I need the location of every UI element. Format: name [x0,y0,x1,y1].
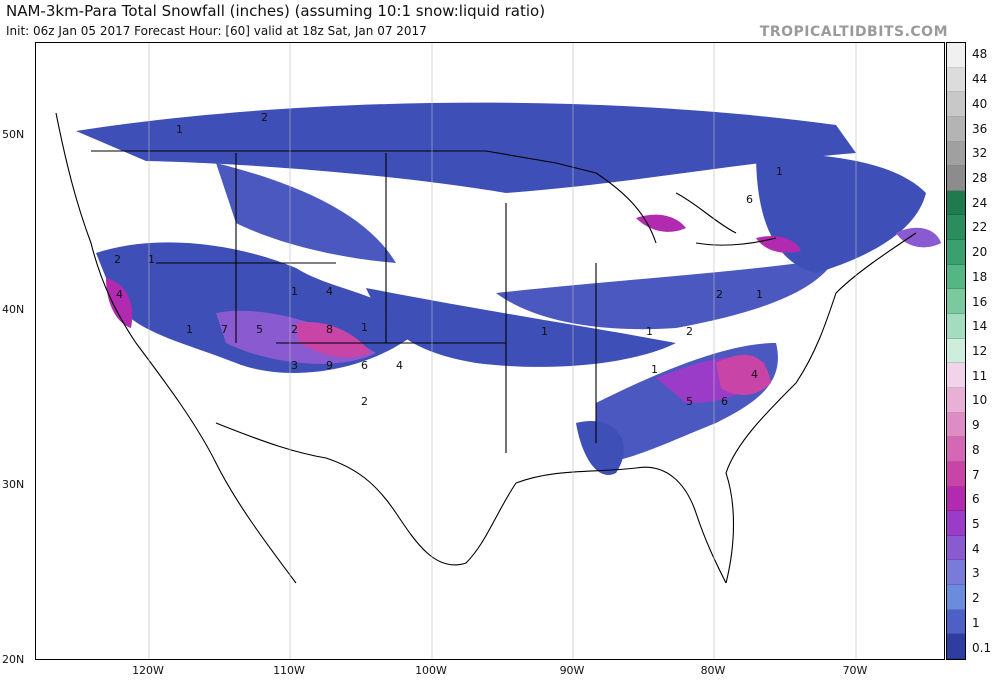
brand-watermark: TROPICALTIDBITS.COM [759,24,948,40]
lat-lon-grid [148,43,857,659]
colorbar-swatch [947,609,965,635]
colorbar-label: 2 [972,591,980,606]
contour-label: 3 [291,359,298,372]
contour-label: 7 [221,323,228,336]
colorbar-swatch [947,190,965,216]
contour-label: 5 [256,323,263,336]
colorbar-legend [946,42,966,660]
colorbar-label: 4 [972,541,980,556]
contour-label: 1 [776,165,783,178]
colorbar-swatch [947,240,965,265]
lon-label: 90W [559,664,585,677]
snowfall-map: 2 1 2 1 1 4 4 1 7 5 2 8 1 3 9 6 2 4 1 1 … [35,42,945,660]
colorbar-swatch [947,461,965,487]
colorbar-label: 12 [972,344,988,358]
colorbar-label: 36 [972,121,988,136]
contour-label: 1 [186,323,193,336]
contour-label: 1 [756,288,763,301]
colorbar-swatch [947,166,965,191]
colorbar-swatch [947,412,965,438]
colorbar-label: 6 [972,492,980,507]
contour-label: 2 [261,111,268,124]
colorbar-swatch [947,314,965,339]
colorbar-swatch [947,585,965,610]
colorbar-label: 20 [972,245,988,260]
lon-label: 110W [273,664,305,677]
contour-label: 1 [176,123,183,136]
map-graphic: 2 1 2 1 1 4 4 1 7 5 2 8 1 3 9 6 2 4 1 1 … [55,43,941,659]
colorbar-swatch [947,338,965,364]
colorbar-swatch [947,92,965,117]
colorbar-label: 7 [972,467,980,482]
lat-label: 40N [2,303,25,316]
colorbar-swatch [947,387,965,413]
lat-label: 20N [2,653,25,666]
colorbar-label: 3 [972,566,980,581]
colorbar-swatch [947,116,965,142]
contour-label: 8 [326,323,333,336]
colorbar-swatch [947,535,965,561]
contour-label: 1 [291,285,298,298]
colorbar-label: 24 [972,195,988,210]
map-title: NAM-3km-Para Total Snowfall (inches) (as… [6,2,546,20]
contour-label: 1 [646,325,653,338]
boundaries [55,112,917,584]
colorbar-label: 18 [972,269,988,284]
colorbar-label: 44 [972,72,988,87]
lat-label: 30N [2,478,25,491]
lon-label: 80W [700,664,726,677]
colorbar-swatch [947,634,965,660]
colorbar-swatch [947,215,965,241]
contour-label: 4 [326,285,333,298]
snow-swaths [76,102,941,475]
lon-label: 100W [415,664,447,677]
contour-label: 6 [361,359,368,372]
colorbar-label: 11 [972,368,988,383]
contour-label: 2 [686,325,693,338]
colorbar-swatch [947,67,965,93]
contour-label: 4 [751,368,758,381]
contour-label: 2 [114,253,121,266]
contour-label: 6 [721,395,728,408]
colorbar-label: 16 [972,294,988,309]
map-subtitle: Init: 06z Jan 05 2017 Forecast Hour: [60… [6,24,427,38]
colorbar-label: 1 [972,615,980,630]
colorbar-swatch [947,264,965,290]
colorbar-label: 14 [972,319,988,334]
contour-label: 4 [396,359,403,372]
colorbar-label: 5 [972,517,980,532]
colorbar-label: 8 [972,442,980,457]
colorbar-swatch [947,560,965,586]
colorbar-label: 10 [972,393,988,408]
contour-labels: 2 1 2 1 1 4 4 1 7 5 2 8 1 3 9 6 2 4 1 1 … [114,111,783,408]
contour-label: 5 [686,395,693,408]
contour-label: 2 [361,395,368,408]
colorbar-swatch [947,486,965,512]
contour-label: 2 [291,323,298,336]
contour-label: 1 [541,325,548,338]
colorbar-label: 0.1 [972,640,992,655]
contour-label: 9 [326,359,333,372]
contour-label: 1 [148,253,155,266]
lon-label: 120W [132,664,164,677]
contour-label: 1 [651,363,658,376]
colorbar-label: 22 [972,220,988,235]
lat-label: 50N [2,128,25,141]
contour-label: 6 [746,193,753,206]
colorbar-label: 40 [972,96,988,111]
lon-label: 70W [842,664,868,677]
contour-label: 2 [716,288,723,301]
colorbar-swatch [947,141,965,167]
colorbar-label: 9 [972,418,980,433]
colorbar-swatch [947,289,965,315]
colorbar-label: 32 [972,146,988,161]
colorbar-label: 48 [972,47,988,62]
colorbar-swatch [947,437,965,462]
contour-label: 4 [116,288,123,301]
colorbar-swatch [947,43,965,68]
colorbar-swatch [947,363,965,388]
colorbar-label: 28 [972,170,988,185]
contour-label: 1 [361,321,368,334]
colorbar-swatch [947,511,965,536]
